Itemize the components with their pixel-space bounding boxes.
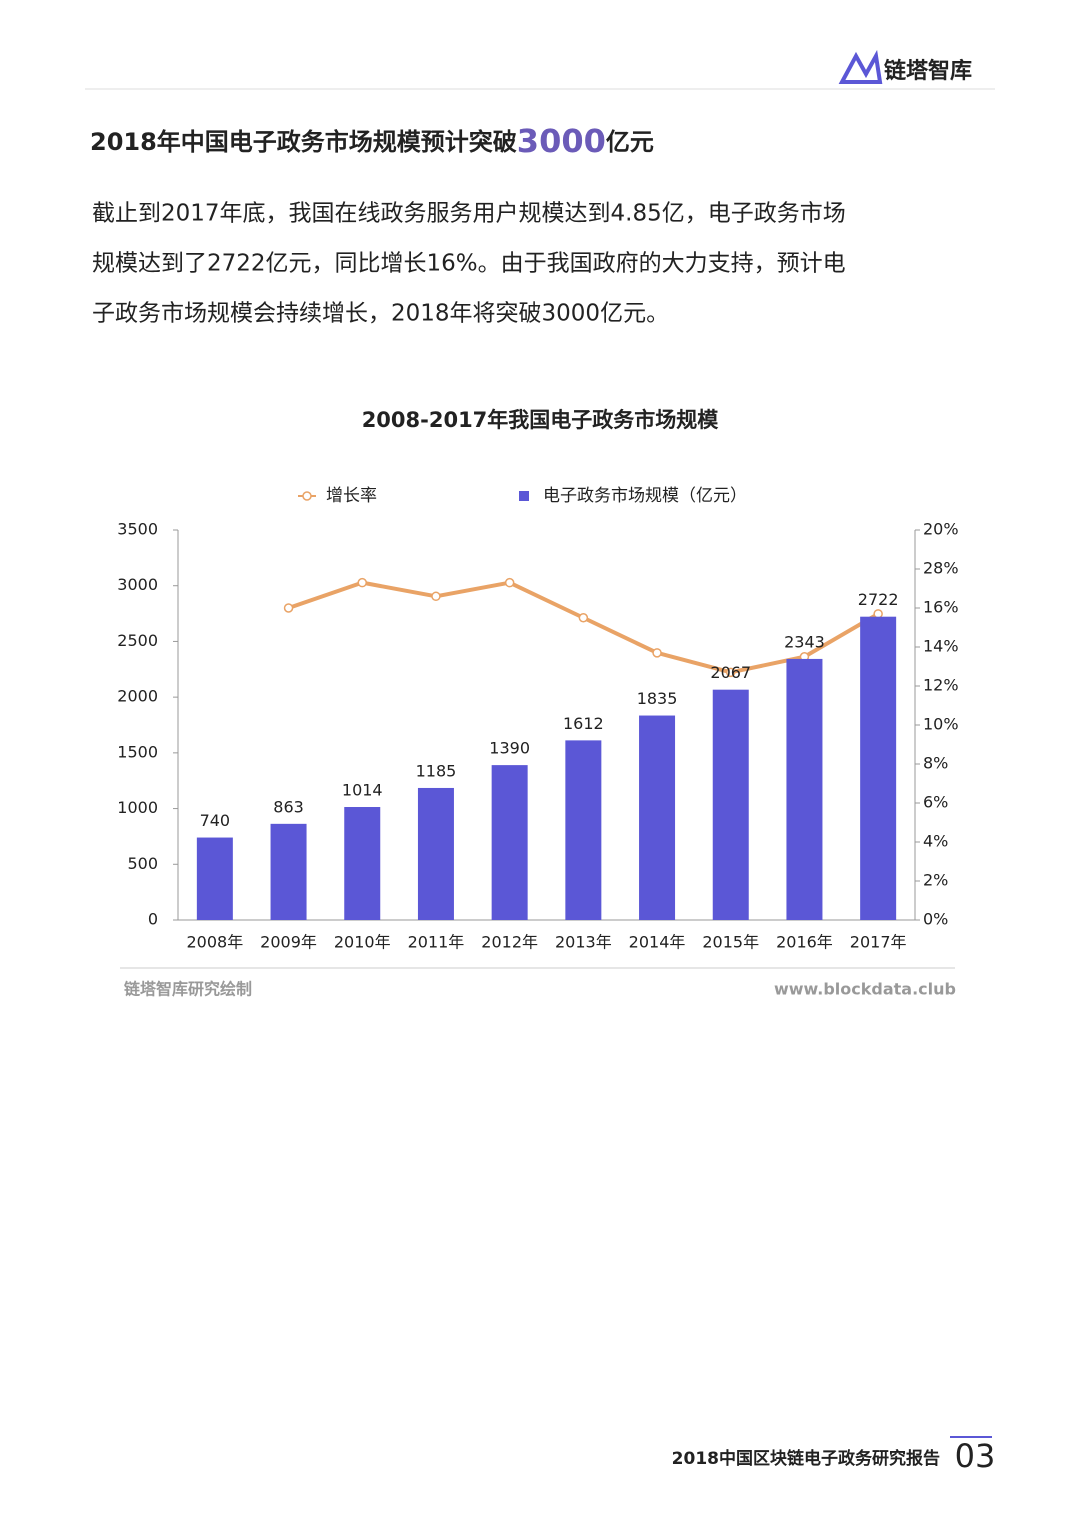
bar bbox=[344, 807, 381, 920]
bar-value-label: 1612 bbox=[563, 714, 604, 733]
x-tick-label: 2015年 bbox=[702, 933, 759, 952]
legend-label: 增长率 bbox=[326, 486, 377, 506]
bar bbox=[860, 616, 897, 920]
bar-value-label: 1390 bbox=[489, 739, 530, 758]
y2-tick-label: 28% bbox=[923, 559, 959, 578]
bar bbox=[712, 689, 749, 920]
y2-tick-label: 0% bbox=[923, 910, 948, 929]
bar-value-label: 2343 bbox=[784, 632, 825, 651]
y2-tick-label: 2% bbox=[923, 871, 948, 890]
y2-tick-label: 6% bbox=[923, 793, 948, 812]
x-tick-label: 2008年 bbox=[186, 933, 243, 952]
line-point bbox=[357, 577, 367, 588]
brand: 链塔智库 bbox=[884, 58, 972, 84]
y2-tick-label: 14% bbox=[923, 637, 959, 656]
paragraph-line: 截止到2017年底，我国在线政务服务用户规模达到4.85亿，电子政务市场 bbox=[92, 201, 846, 227]
y2-tick-label: 16% bbox=[923, 598, 959, 617]
bar-value-label: 2722 bbox=[858, 590, 899, 609]
heading-text: 2018年中国电子政务市场规模预计突破 bbox=[90, 128, 517, 156]
legend-swatch bbox=[302, 491, 312, 501]
line-point bbox=[578, 613, 589, 623]
logo-icon bbox=[838, 49, 883, 84]
y-tick-label: 3500 bbox=[117, 520, 158, 539]
bar bbox=[565, 740, 602, 920]
report-title: 2018中国区块链电子政务研究报告 bbox=[672, 1448, 940, 1469]
x-tick-label: 2013年 bbox=[555, 933, 612, 952]
y-tick-label: 500 bbox=[127, 854, 158, 873]
chart-title: 2008-2017年我国电子政务市场规模 bbox=[362, 408, 720, 432]
heading: 2018年中国电子政务市场规模预计突破3000亿元 bbox=[90, 122, 654, 160]
x-tick-label: 2009年 bbox=[260, 933, 317, 952]
bar-value-label: 2067 bbox=[710, 663, 751, 682]
x-tick-label: 2016年 bbox=[776, 933, 833, 952]
y2-tick-label: 4% bbox=[923, 832, 948, 851]
x-tick-label: 2012年 bbox=[481, 933, 538, 952]
bar bbox=[639, 715, 676, 920]
paragraph-line: 规模达到了2722亿元，同比增长16%。由于我国政府的大力支持，预计电 bbox=[92, 251, 846, 277]
chart: 0 500 1000 1500 2000 2500 3000 3500 0% 2% 4% 6% 8% 10… bbox=[117, 486, 958, 952]
y2-tick-label: 20% bbox=[923, 520, 959, 539]
heading-text: 亿元 bbox=[606, 128, 654, 156]
y-tick-label: 2500 bbox=[117, 631, 158, 650]
y-tick-label: 1000 bbox=[117, 798, 158, 817]
x-tick-label: 2011年 bbox=[408, 933, 465, 952]
y-tick-label: 2000 bbox=[117, 687, 158, 706]
y-tick-label: 0 bbox=[148, 910, 158, 929]
line-point bbox=[504, 577, 515, 588]
bar bbox=[270, 823, 307, 920]
source-right: www.blockdata.club bbox=[774, 980, 956, 999]
x-tick-label: 2014年 bbox=[629, 933, 686, 952]
bar bbox=[491, 765, 528, 920]
line-point bbox=[431, 591, 441, 602]
bar bbox=[786, 658, 823, 920]
line-point bbox=[726, 667, 736, 678]
legend-label: 电子政务市场规模（亿元） bbox=[543, 486, 747, 506]
bar-value-label: 1185 bbox=[416, 761, 457, 780]
heading-highlight: 3000 bbox=[517, 122, 606, 160]
line-point bbox=[873, 609, 883, 619]
bar-value-label: 1835 bbox=[637, 689, 678, 708]
line-point bbox=[652, 648, 662, 658]
line-point bbox=[283, 603, 294, 613]
y-tick-label: 1500 bbox=[117, 742, 158, 761]
y2-tick-label: 10% bbox=[923, 715, 959, 734]
page-number: 03 bbox=[955, 1437, 996, 1475]
bar bbox=[417, 787, 454, 920]
source-left: 链塔智库研究绘制 bbox=[124, 980, 252, 999]
bar-value-label: 863 bbox=[273, 797, 304, 816]
bar-value-label: 740 bbox=[200, 811, 231, 830]
y2-tick-label: 8% bbox=[923, 754, 948, 773]
x-tick-label: 2010年 bbox=[334, 933, 391, 952]
bar bbox=[196, 837, 233, 920]
y2-tick-label: 12% bbox=[923, 676, 959, 695]
paragraph-line: 子政务市场规模会持续增长，2018年将突破3000亿元。 bbox=[92, 301, 669, 327]
x-tick-label: 2017年 bbox=[850, 933, 907, 952]
legend-swatch bbox=[519, 491, 529, 501]
bar-value-label: 1014 bbox=[342, 781, 383, 800]
y-tick-label: 3000 bbox=[117, 575, 158, 594]
